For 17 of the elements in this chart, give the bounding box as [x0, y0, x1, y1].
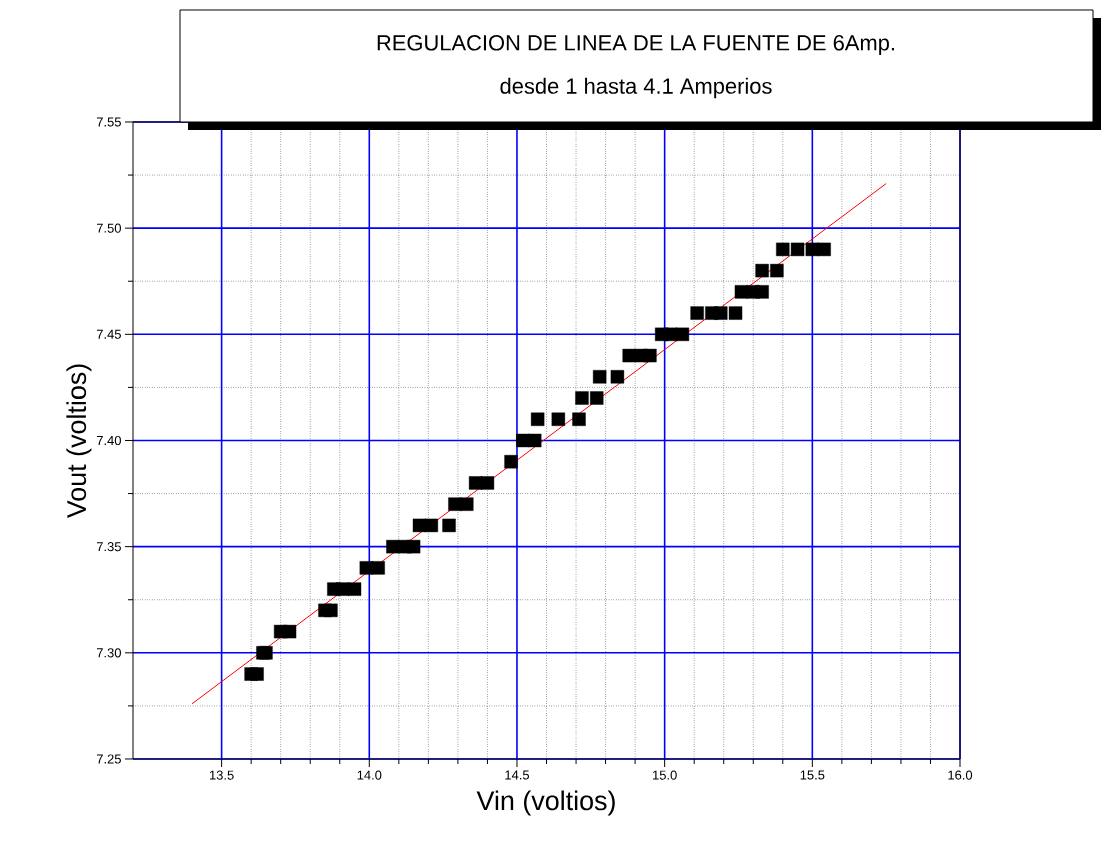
y-tick-label: 7.30: [96, 648, 121, 658]
y-tick-label: 7.25: [96, 754, 121, 764]
y-tick-label: 7.55: [96, 117, 121, 127]
chart-subtitle: desde 1 hasta 4.1 Amperios: [500, 77, 772, 99]
y-axis-title: Vout (voltios): [66, 364, 92, 519]
x-tick-label: 15.5: [800, 770, 825, 780]
y-tick-label: 7.40: [96, 435, 121, 446]
x-tick-label: 13.5: [210, 770, 234, 780]
x-tick-label: 14.0: [357, 770, 382, 780]
x-tick-label: 15.0: [653, 770, 677, 780]
x-tick-label: 16.0: [948, 770, 973, 780]
chart-title: REGULACION DE LINEA DE LA FUENTE DE 6Amp.: [377, 35, 894, 55]
y-tick-label: 7.50: [96, 223, 121, 233]
y-tick-label: 7.45: [96, 329, 121, 339]
x-tick-label: 14.5: [505, 770, 530, 780]
y-tick-label: 7.35: [96, 542, 121, 552]
x-axis-title: Vin (voltios): [476, 790, 615, 816]
